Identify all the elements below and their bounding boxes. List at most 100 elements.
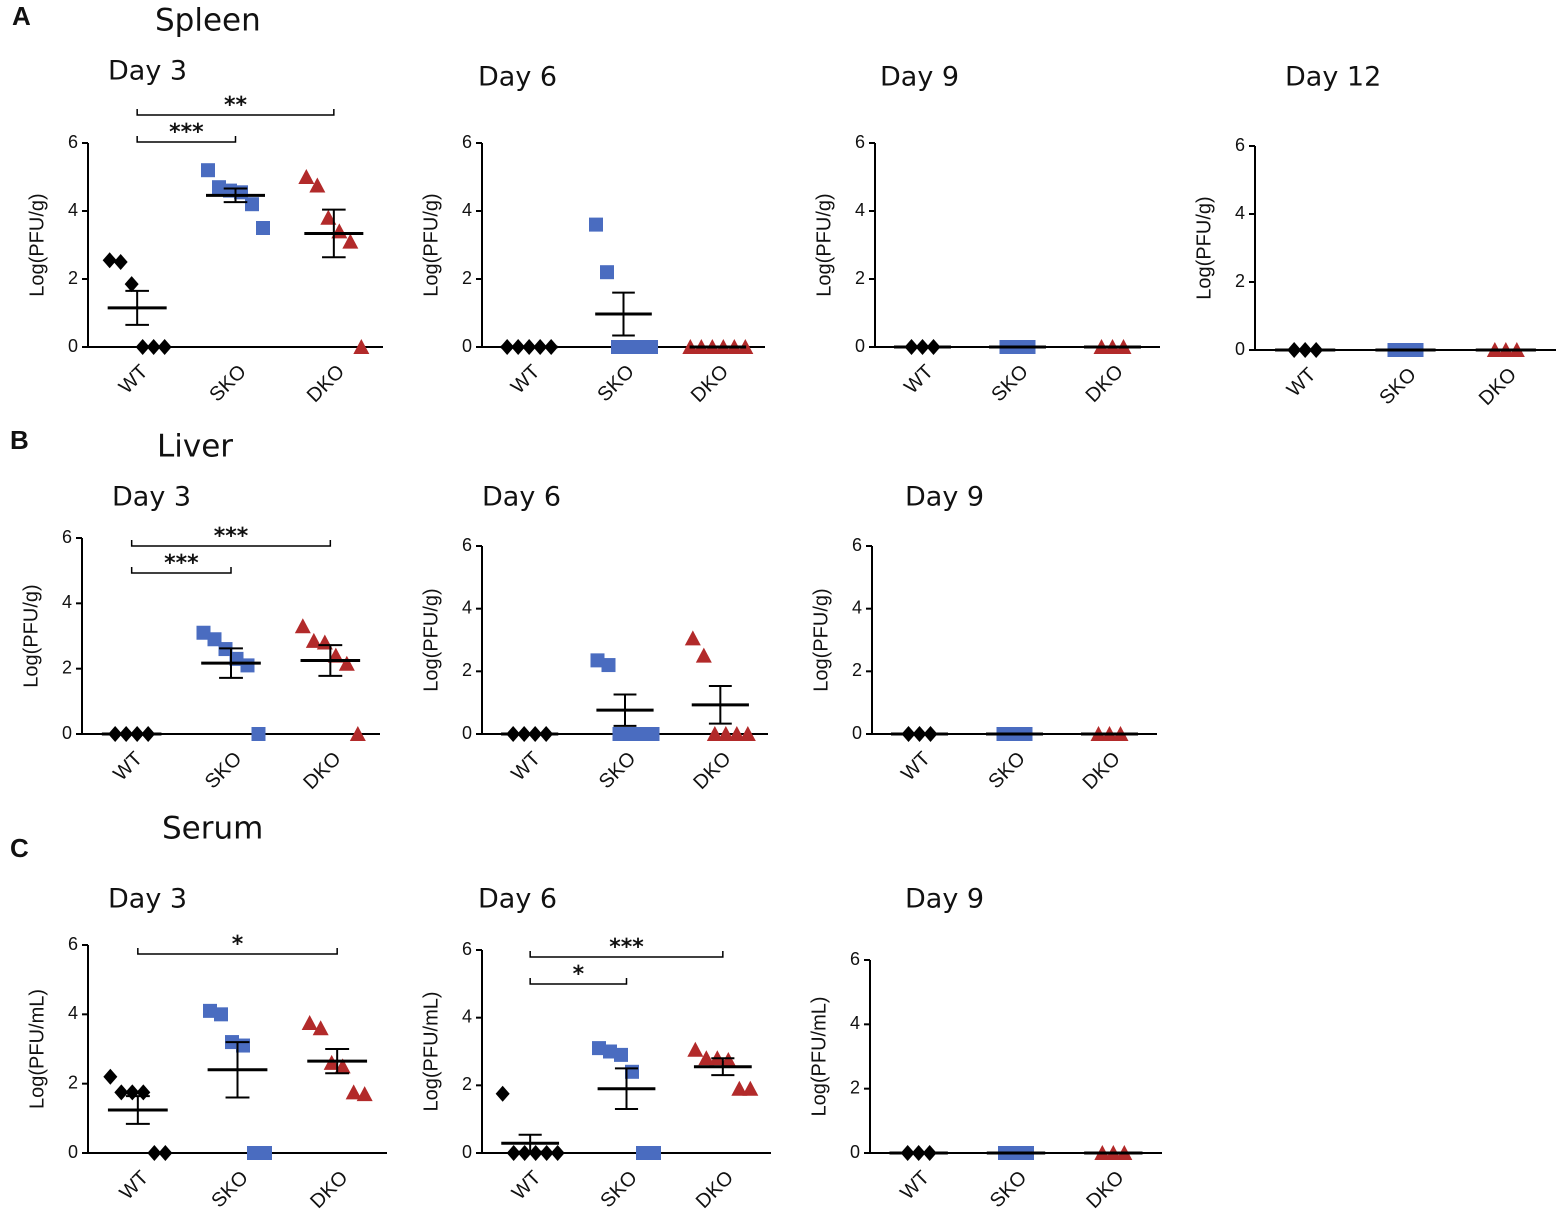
y-axis-label: Log(PFU/g) [20,584,42,687]
point [113,254,128,270]
panel-title: Spleen [155,3,261,39]
x-tick-label: SKO [593,361,638,406]
y-tick-label: 4 [850,1013,860,1033]
point [687,1041,704,1057]
y-tick-label: 0 [1235,339,1245,359]
point [592,1041,606,1056]
panel-label: B [10,425,29,455]
point [645,727,660,741]
x-tick-label: WT [897,748,935,786]
significance-label: *** [609,935,644,960]
point [695,647,712,663]
y-tick-label: 6 [68,132,78,152]
point [603,1044,617,1059]
y-tick-label: 0 [850,1142,860,1162]
y-tick-label: 0 [68,336,78,356]
point [103,1068,118,1085]
point [157,339,172,355]
y-axis-label: Log(PFU/g) [813,193,835,296]
significance-bar [136,109,335,116]
y-tick-label: 2 [852,660,862,680]
x-tick-label: SKO [207,1167,252,1212]
point [256,221,270,235]
y-tick-label: 2 [462,268,472,288]
chart-title: Day 3 [112,482,191,513]
y-tick-label: 4 [68,200,78,220]
point [245,197,259,212]
point [102,252,117,269]
x-tick-label: SKO [595,748,640,793]
y-tick-label: 0 [62,723,72,743]
point [353,339,370,354]
point [590,653,605,668]
y-axis-label: Log(PFU/g) [810,588,832,691]
y-tick-label: 6 [855,132,865,152]
y-axis-label: Log(PFU/mL) [26,989,48,1109]
x-tick-label: WT [115,361,153,399]
point [135,339,150,355]
significance-label: ** [224,93,248,118]
point [739,726,756,741]
x-tick-label: SKO [596,1167,641,1212]
point [147,1145,162,1161]
y-tick-label: 0 [68,1142,78,1162]
point [589,217,603,232]
chart-title: Day 6 [478,62,557,93]
panel-label: A [12,1,31,31]
y-tick-label: 2 [850,1077,860,1097]
point [349,726,366,741]
y-tick-label: 4 [462,597,472,617]
y-tick-label: 6 [462,535,472,555]
point [212,180,226,195]
y-axis-label: Log(PFU/g) [420,588,442,691]
point [207,632,222,647]
significance-bar [130,540,332,547]
x-tick-label: SKO [987,361,1032,406]
point [201,163,215,178]
x-tick-label: DKO [1475,364,1521,410]
point [706,726,723,741]
point [623,727,638,741]
x-tick-label: DKO [692,1167,738,1213]
x-tick-label: WT [507,748,545,786]
x-tick-label: WT [896,1167,934,1205]
x-tick-label: DKO [1082,1167,1128,1213]
point [506,1145,521,1161]
x-tick-label: WT [116,1167,154,1205]
point [600,265,614,280]
significance-label: * [232,932,244,957]
point [742,1080,759,1096]
y-tick-label: 6 [462,132,472,152]
chart-title: Day 6 [478,884,557,915]
y-tick-label: 0 [852,723,862,743]
significance-bar [137,948,338,955]
point [114,1084,129,1101]
significance-label: * [573,962,585,987]
x-tick-label: DKO [303,361,349,407]
y-tick-label: 2 [855,268,865,288]
y-tick-label: 6 [1235,135,1245,155]
y-tick-label: 2 [462,1074,472,1094]
point [601,658,616,673]
x-tick-label: DKO [687,361,733,407]
y-tick-label: 4 [62,592,72,612]
y-tick-label: 0 [462,1142,472,1162]
y-tick-label: 4 [855,200,865,220]
point [309,177,326,193]
point [327,647,344,663]
y-tick-label: 4 [462,200,472,220]
chart-title: Day 3 [108,56,187,87]
point [342,233,359,249]
point [720,1051,737,1067]
x-tick-label: SKO [984,748,1029,793]
y-tick-label: 0 [462,336,472,356]
point [294,618,311,634]
point [338,655,355,671]
point [240,658,255,673]
significance-label: *** [214,524,249,549]
point [612,727,627,741]
y-axis-label: Log(PFU/g) [26,193,48,296]
y-tick-label: 6 [462,939,472,959]
point [301,1015,318,1030]
y-tick-label: 4 [68,1003,78,1023]
